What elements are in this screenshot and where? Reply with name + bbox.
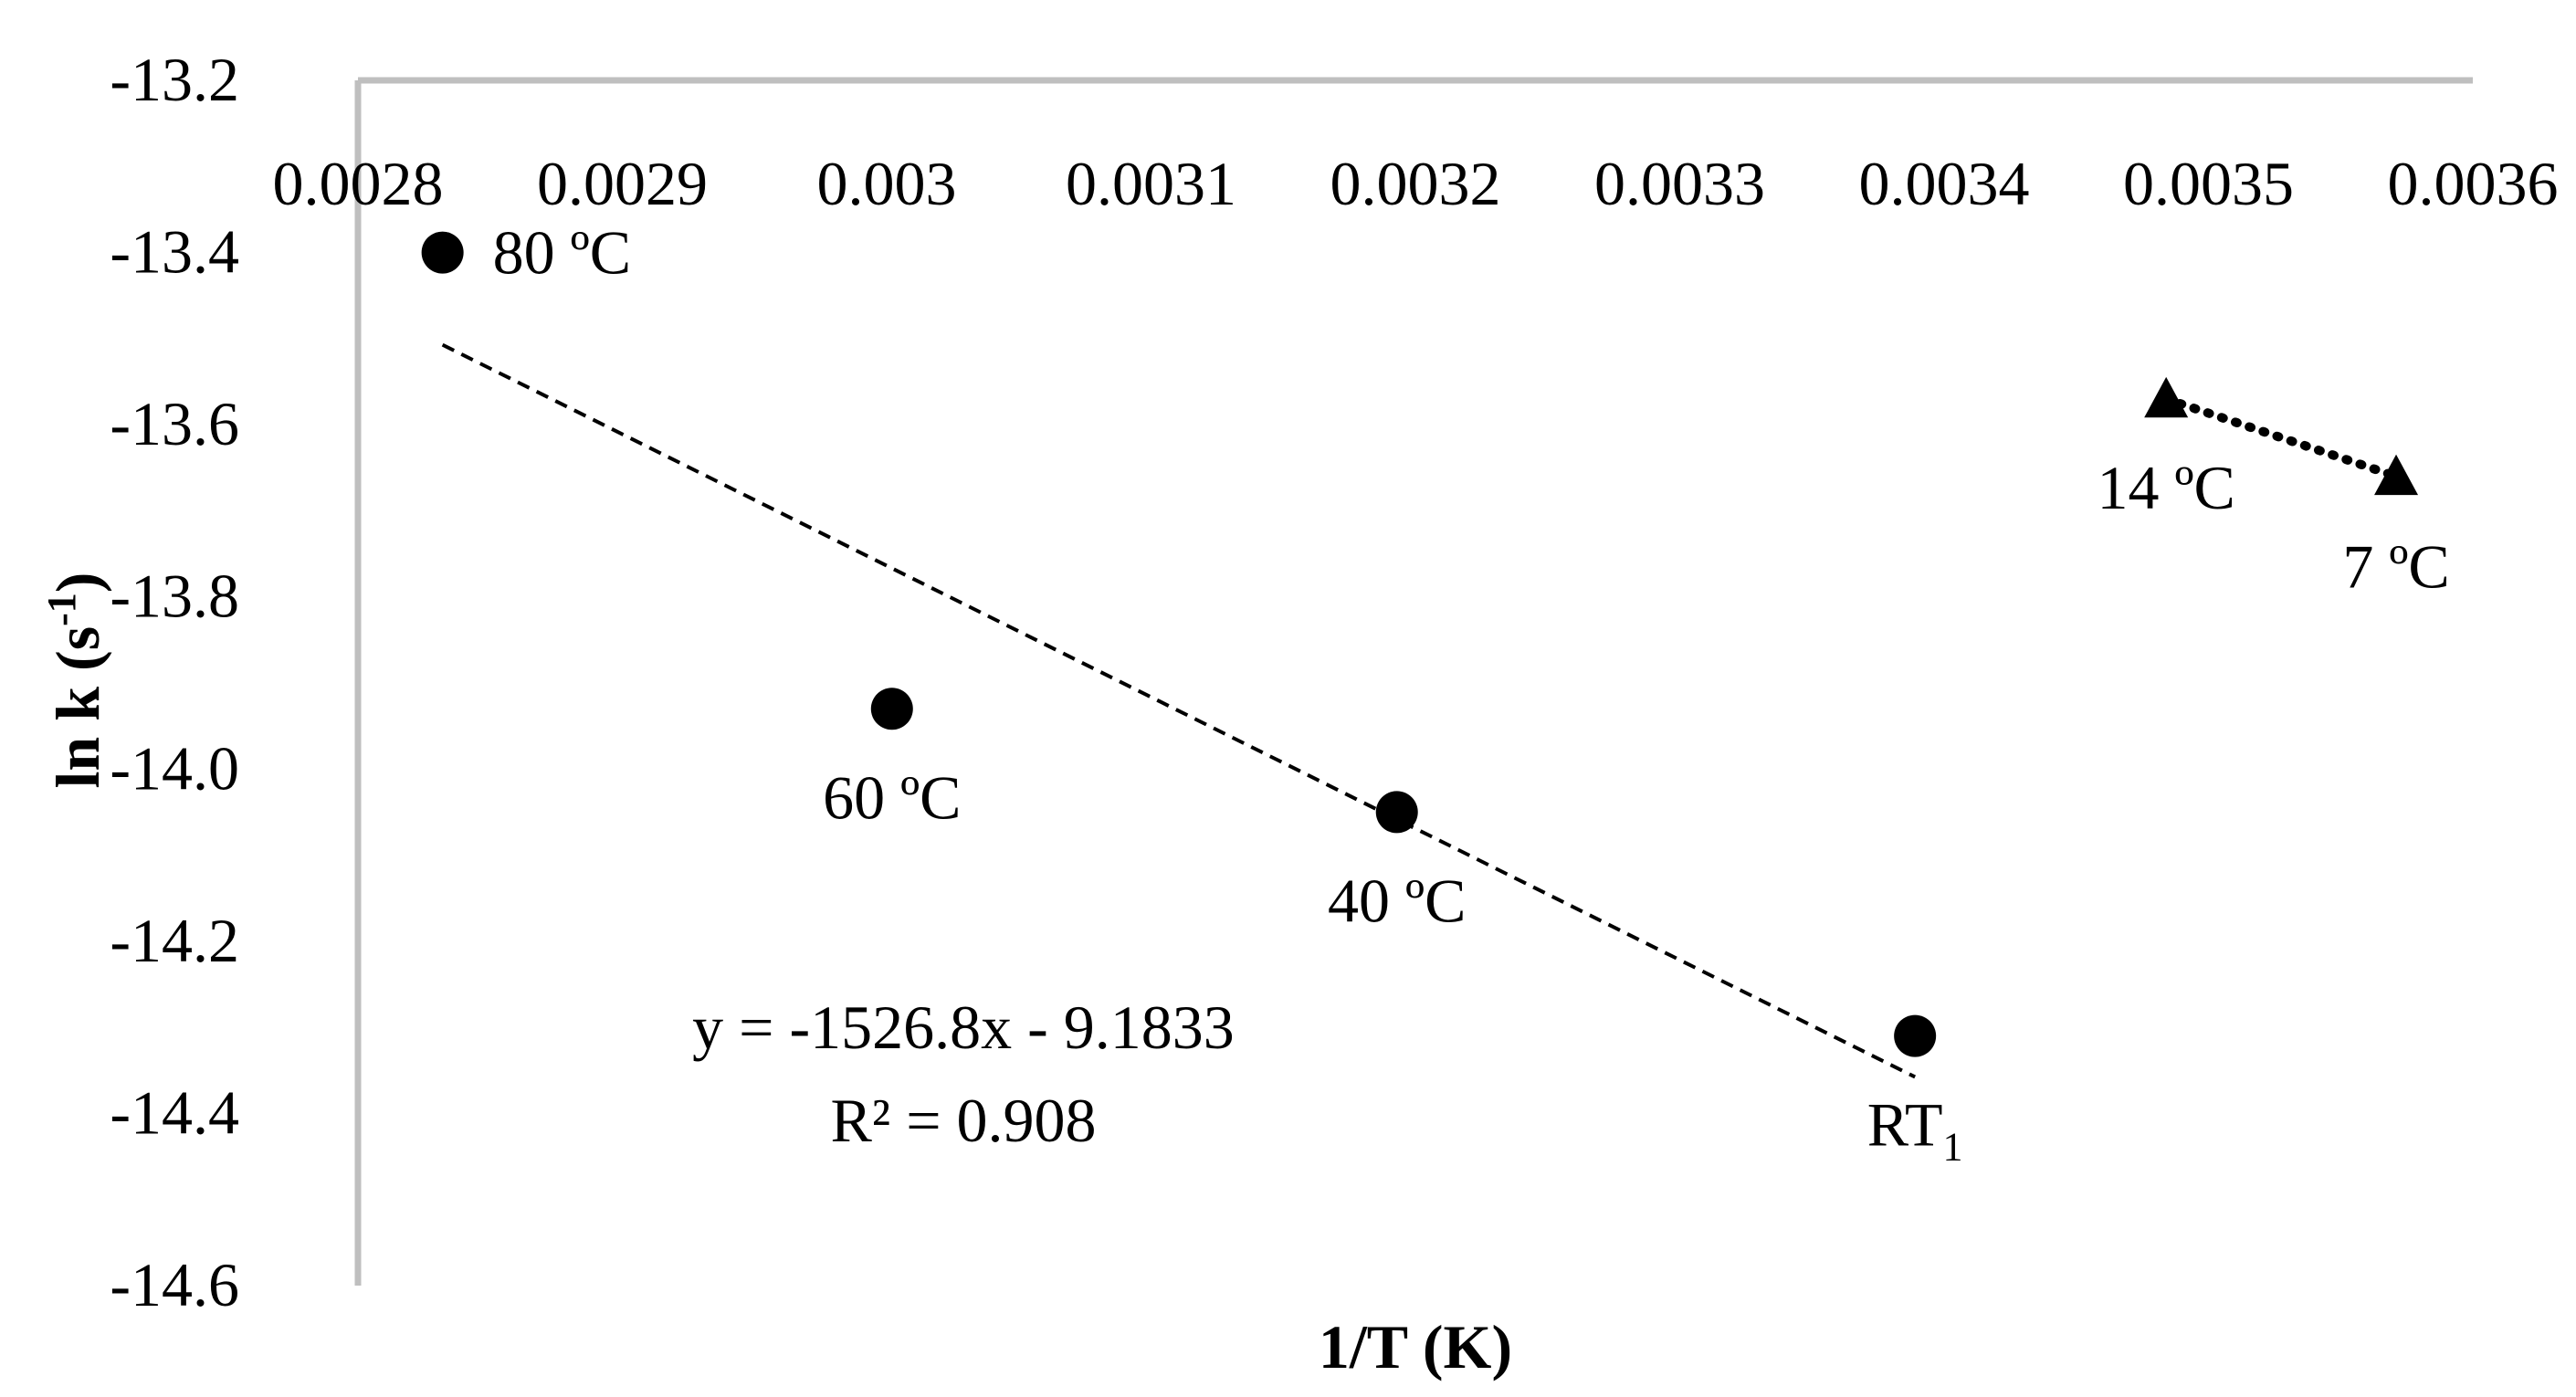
y-tick-labels: -13.2 -13.4 -13.6 -13.8 -14.0 -14.2 -14.4 -14.6 bbox=[110, 45, 239, 1319]
y-tick-label: -13.8 bbox=[110, 562, 239, 631]
triangle-series-connector bbox=[2161, 394, 2402, 481]
y-tick-label: -14.6 bbox=[110, 1250, 239, 1319]
y-axis-title-sup: -1 bbox=[39, 593, 84, 626]
y-axis-title-main: ln k (s bbox=[43, 626, 112, 789]
x-tick-labels: 0.0028 0.0029 0.003 0.0031 0.0032 0.0033 0.003… bbox=[273, 149, 2559, 218]
point-label: RT1 bbox=[1867, 1090, 1963, 1170]
point-label-subscript: 1 bbox=[1943, 1125, 1963, 1170]
x-tick-label: 0.0032 bbox=[1330, 149, 1501, 218]
point-label-text: RT bbox=[1867, 1090, 1943, 1160]
point-label: 7 ºC bbox=[2342, 532, 2449, 602]
circle-point bbox=[1375, 791, 1418, 834]
x-tick-label: 0.0035 bbox=[2123, 149, 2294, 218]
point-label: 40 ºC bbox=[1328, 866, 1466, 935]
circle-point bbox=[870, 688, 913, 730]
x-tick-label: 0.0033 bbox=[1594, 149, 1765, 218]
point-label-text: 40 ºC bbox=[1328, 866, 1466, 935]
circle-point bbox=[1894, 1014, 1937, 1057]
y-tick-label: -13.2 bbox=[110, 45, 239, 114]
y-tick-label: -13.6 bbox=[110, 389, 239, 458]
x-tick-label: 0.0034 bbox=[1859, 149, 2030, 218]
x-tick-label: 0.003 bbox=[817, 149, 957, 218]
series-lines bbox=[441, 342, 2402, 1079]
point-label-text: 60 ºC bbox=[823, 762, 961, 832]
axes bbox=[354, 77, 2473, 1286]
y-tick-label: -14.0 bbox=[110, 733, 239, 803]
x-tick-label: 0.0031 bbox=[1066, 149, 1236, 218]
x-tick-label: 0.0036 bbox=[2388, 149, 2559, 218]
point-label-text: 80 ºC bbox=[493, 218, 631, 288]
y-tick-label: -13.4 bbox=[110, 217, 239, 287]
y-tick-label: -14.4 bbox=[110, 1077, 239, 1147]
x-axis-title: 1/T (K) bbox=[1319, 1312, 1512, 1381]
x-tick-label: 0.0028 bbox=[273, 149, 444, 218]
point-label: 80 ºC bbox=[493, 218, 631, 288]
triangle-point bbox=[2374, 454, 2419, 496]
x-tick-label: 0.0029 bbox=[537, 149, 708, 218]
y-axis-title-close: ) bbox=[43, 572, 112, 593]
y-axis-title: ln k (s-1) bbox=[39, 572, 112, 789]
trendline-equation: y = -1526.8x - 9.1833 bbox=[692, 993, 1235, 1062]
data-points bbox=[421, 231, 2419, 1057]
point-label: 14 ºC bbox=[2097, 453, 2234, 522]
y-tick-label: -14.2 bbox=[110, 906, 239, 975]
point-labels: 80 ºC 60 ºC 40 ºC RT1 14 ºC 7 ºC bbox=[493, 218, 2450, 1170]
circle-point bbox=[421, 231, 464, 274]
point-label: 60 ºC bbox=[823, 762, 961, 832]
trendline-r2: R² = 0.908 bbox=[830, 1086, 1096, 1155]
triangle-point bbox=[2144, 376, 2189, 418]
trendline bbox=[441, 342, 1917, 1079]
